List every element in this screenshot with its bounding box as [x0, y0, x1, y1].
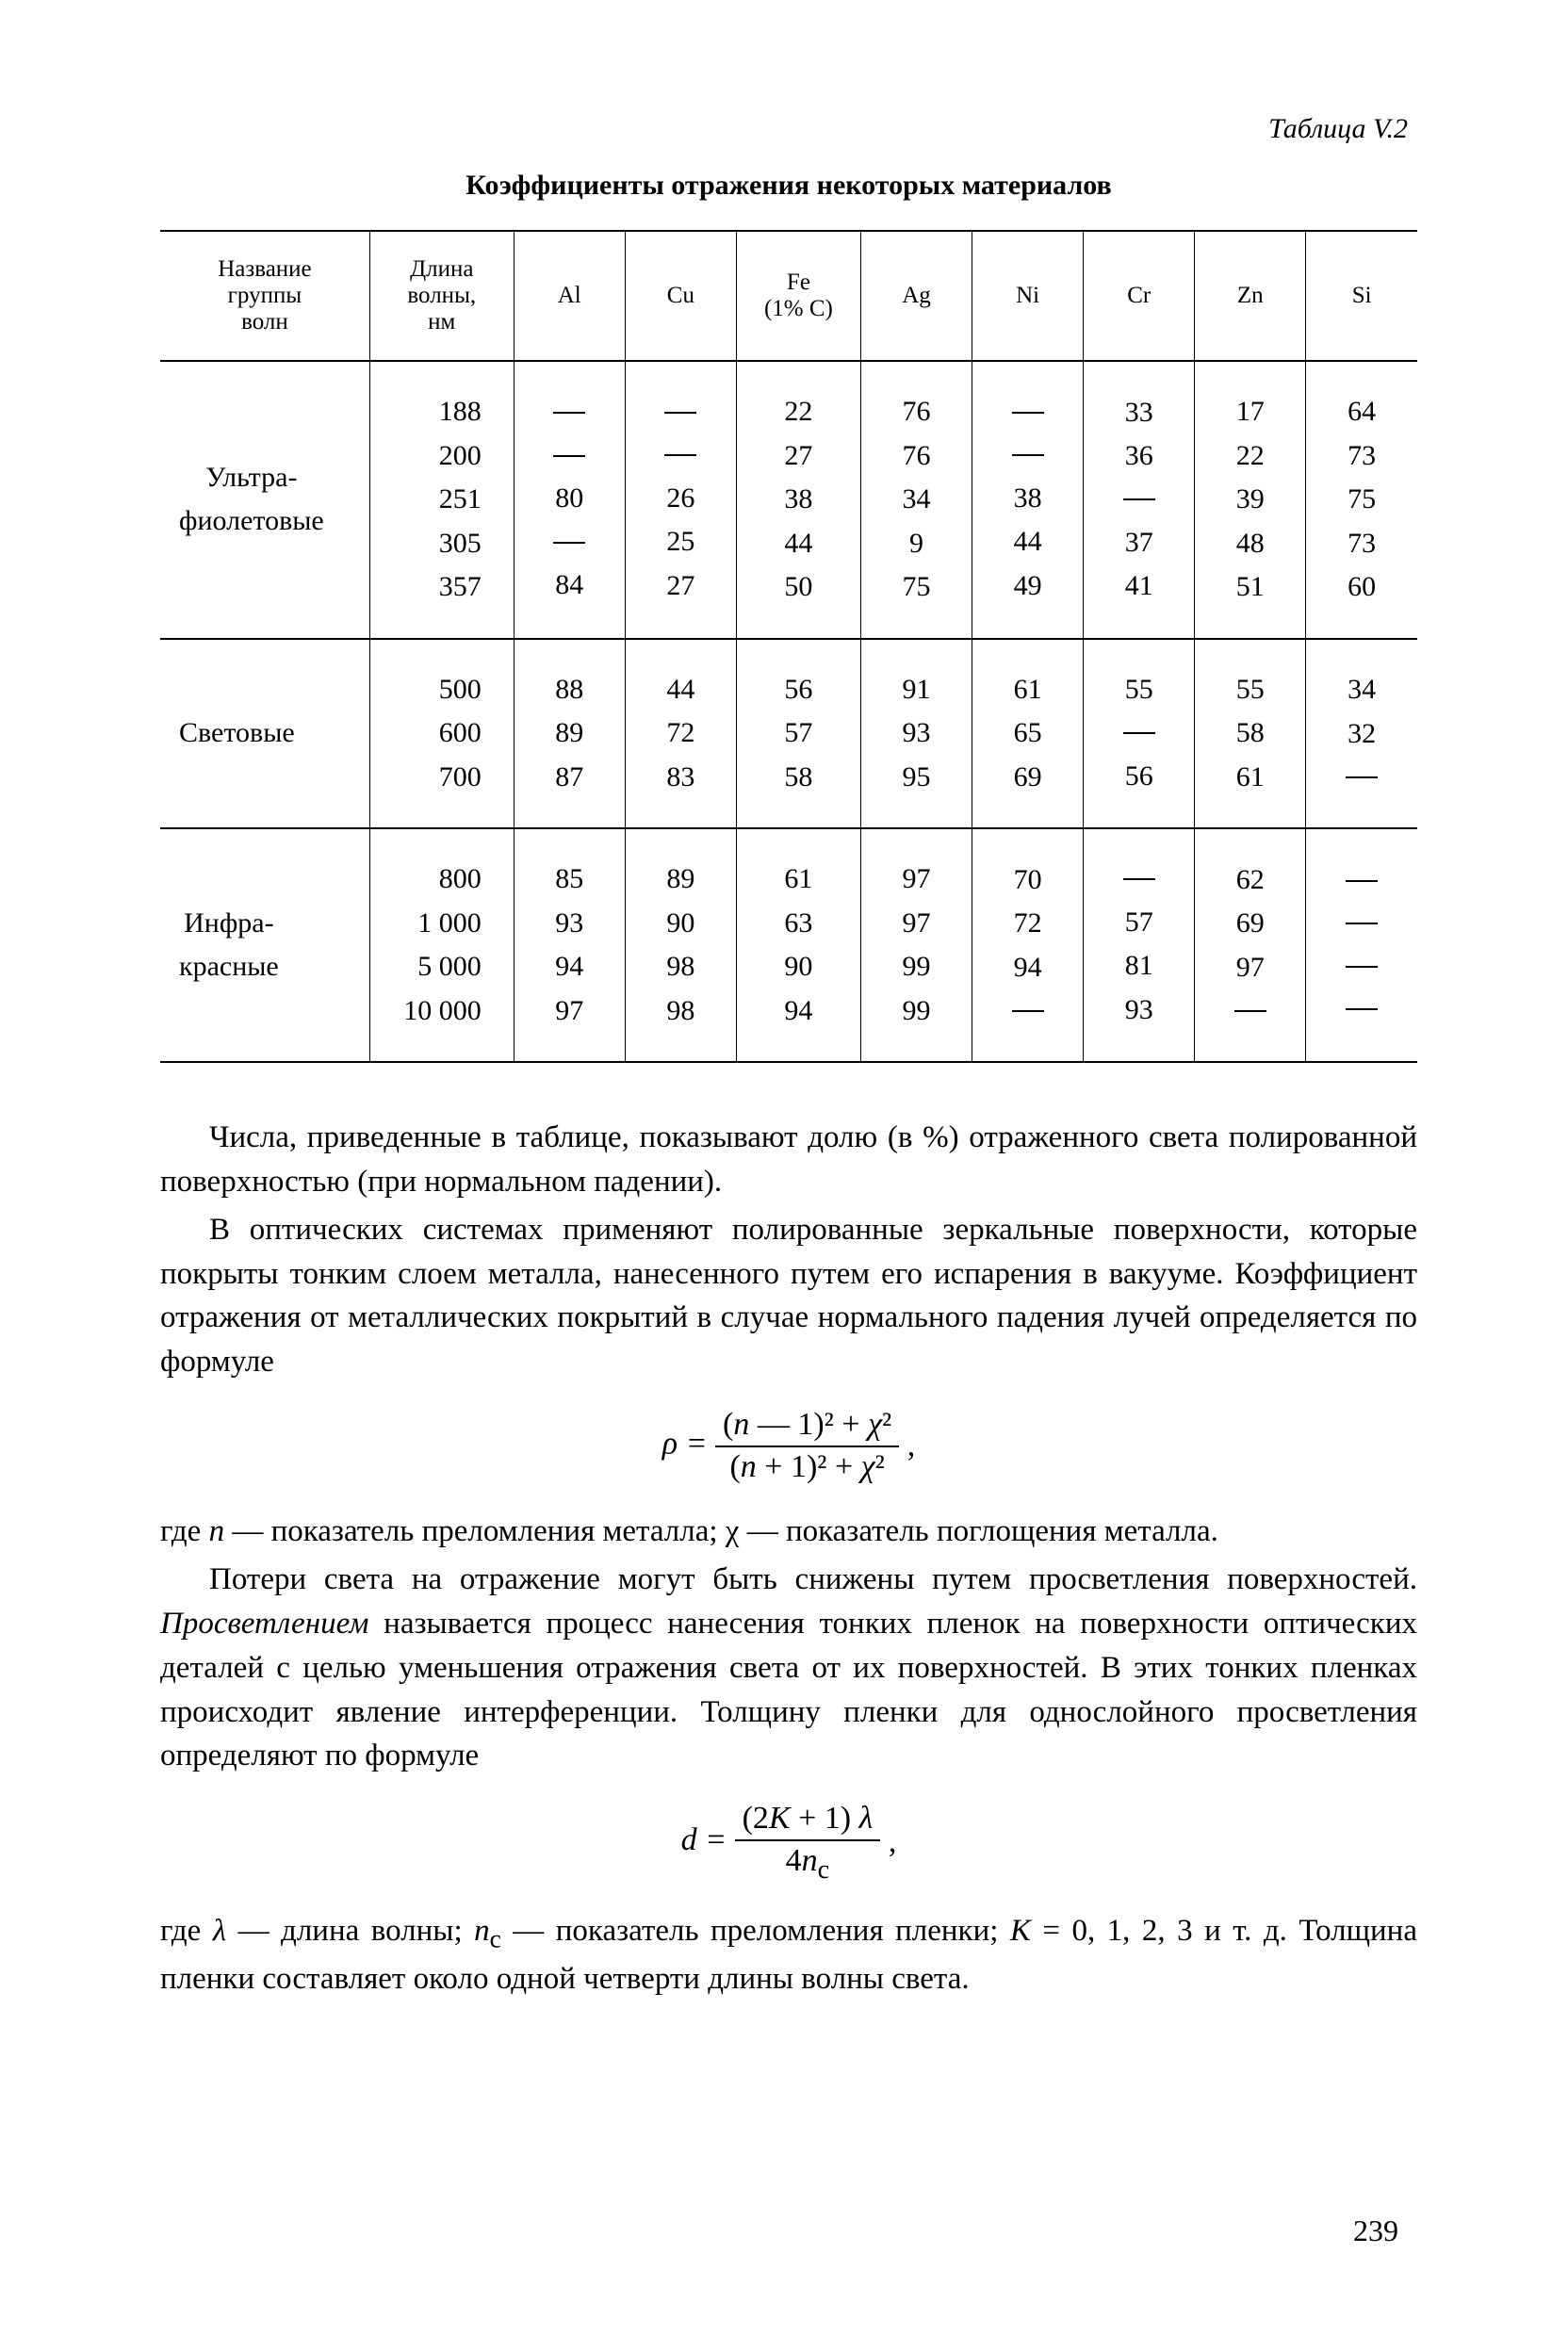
- th-Si: Si: [1306, 231, 1417, 361]
- page-number: 239: [1353, 2213, 1398, 2248]
- table-header-row: Название группы волн Длина волны, нм Al …: [160, 231, 1417, 361]
- data-cell-Ag: 767634975: [860, 361, 972, 639]
- para-5: где λ — длина волны; nc — показатель пре…: [160, 1909, 1417, 2001]
- data-cell-Fe: 565758: [736, 639, 860, 829]
- wavelength-cell: 188200251305357: [369, 361, 514, 639]
- th-Fe: Fe (1% C): [736, 231, 860, 361]
- data-cell-Zn: 555861: [1195, 639, 1306, 829]
- th-Al: Al: [514, 231, 625, 361]
- table-row: Инфра- красные8001 0005 00010 0008593949…: [160, 828, 1417, 1062]
- body-text: Числа, приведенные в таблице, показывают…: [160, 1116, 1417, 2001]
- formula-d-comma: ,: [880, 1825, 896, 1860]
- formula-rho-frac: (n — 1)² + χ² (n + 1)² + χ²: [715, 1405, 899, 1487]
- group-label: Световые: [160, 639, 369, 829]
- data-cell-Fe: 2227384450: [736, 361, 860, 639]
- th-Cu: Cu: [625, 231, 736, 361]
- data-cell-Si: 3432: [1306, 639, 1417, 829]
- para-4: Потери света на отражение могут быть сни…: [160, 1558, 1417, 1778]
- data-cell-Cr: 5556: [1084, 639, 1195, 829]
- data-cell-Si: [1306, 828, 1417, 1062]
- data-cell-Ni: 707294: [972, 828, 1084, 1062]
- formula-d-frac: (2K + 1) λ 4nc: [735, 1799, 881, 1886]
- formula-d-den: 4nc: [735, 1841, 881, 1886]
- data-cell-Cu: 447283: [625, 639, 736, 829]
- data-cell-Cu: 262527: [625, 361, 736, 639]
- group-label: Инфра- красные: [160, 828, 369, 1062]
- th-group-l1: Название группы волн: [218, 256, 311, 335]
- formula-d-num: (2K + 1) λ: [735, 1799, 881, 1841]
- table-title: Коэффициенты отражения некоторых материа…: [160, 170, 1417, 202]
- data-cell-Ni: 384449: [972, 361, 1084, 639]
- th-wavelength: Длина волны, нм: [369, 231, 514, 361]
- para-1: Числа, приведенные в таблице, показывают…: [160, 1116, 1417, 1204]
- table-label: Таблица V.2: [160, 113, 1417, 145]
- data-cell-Cr: 33363741: [1084, 361, 1195, 639]
- formula-rho-lhs: ρ =: [662, 1426, 708, 1461]
- table-row: Ультра- фиолетовые1882002513053578084262…: [160, 361, 1417, 639]
- group-label: Ультра- фиолетовые: [160, 361, 369, 639]
- data-cell-Zn: 1722394851: [1195, 361, 1306, 639]
- formula-rho: ρ = (n — 1)² + χ² (n + 1)² + χ² ,: [160, 1405, 1417, 1487]
- data-cell-Al: 85939497: [514, 828, 625, 1062]
- data-cell-Cr: 578193: [1084, 828, 1195, 1062]
- th-Cr: Cr: [1084, 231, 1195, 361]
- wavelength-cell: 500600700: [369, 639, 514, 829]
- th-Ag: Ag: [860, 231, 972, 361]
- para-2: В оптических системах применяют полирова…: [160, 1208, 1417, 1384]
- data-cell-Ag: 97979999: [860, 828, 972, 1062]
- data-cell-Zn: 626997: [1195, 828, 1306, 1062]
- table-row: Световые50060070088898744728356575891939…: [160, 639, 1417, 829]
- data-cell-Fe: 61639094: [736, 828, 860, 1062]
- formula-rho-num: (n — 1)² + χ²: [715, 1405, 899, 1447]
- formula-rho-comma: ,: [899, 1429, 915, 1463]
- data-cell-Al: 888987: [514, 639, 625, 829]
- reflection-table: Название группы волн Длина волны, нм Al …: [160, 230, 1417, 1063]
- wavelength-cell: 8001 0005 00010 000: [369, 828, 514, 1062]
- page: Таблица V.2 Коэффициенты отражения некот…: [0, 0, 1568, 2352]
- para-3: где n — показатель преломления металла; …: [160, 1510, 1417, 1554]
- th-group: Название группы волн: [160, 231, 369, 361]
- th-Zn: Zn: [1195, 231, 1306, 361]
- table-body: Ультра- фиолетовые1882002513053578084262…: [160, 361, 1417, 1062]
- data-cell-Al: 8084: [514, 361, 625, 639]
- data-cell-Cu: 89909898: [625, 828, 736, 1062]
- data-cell-Ni: 616569: [972, 639, 1084, 829]
- th-Ni: Ni: [972, 231, 1084, 361]
- formula-rho-den: (n + 1)² + χ²: [715, 1447, 899, 1488]
- data-cell-Si: 6473757360: [1306, 361, 1417, 639]
- formula-d: d = (2K + 1) λ 4nc ,: [160, 1799, 1417, 1886]
- formula-d-lhs: d =: [681, 1822, 727, 1857]
- data-cell-Ag: 919395: [860, 639, 972, 829]
